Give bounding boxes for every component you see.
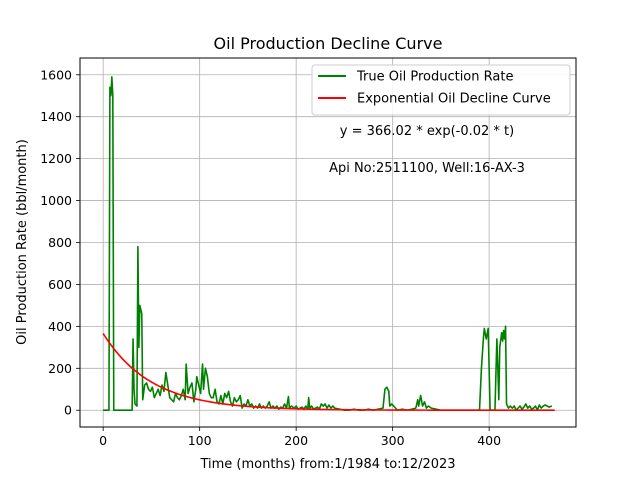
x-axis-label: Time (months) from:1/1984 to:12/2023 — [199, 457, 455, 472]
y-tick-label: 400 — [48, 319, 72, 334]
x-axis: 0 100 200 300 400 — [99, 427, 501, 448]
y-axis: 0 200 400 600 800 1000 1200 1400 1600 — [40, 67, 80, 418]
x-tick-label: 0 — [99, 433, 107, 448]
chart-title: Oil Production Decline Curve — [214, 34, 443, 53]
y-tick-label: 1600 — [40, 67, 72, 82]
series-layer — [102, 76, 555, 412]
legend: True Oil Production Rate Exponential Oil… — [311, 64, 571, 116]
x-tick-label: 200 — [284, 433, 308, 448]
series-true-oil-production-rate — [103, 76, 553, 412]
y-tick-label: 1000 — [40, 193, 72, 208]
series-exponential-oil-decline-curve — [102, 333, 555, 412]
y-tick-label: 200 — [48, 361, 72, 376]
y-tick-label: 800 — [48, 235, 72, 250]
legend-label-true-rate: True Oil Production Rate — [356, 70, 513, 85]
equation-annotation: y = 366.02 * exp(-0.02 * t) — [340, 124, 514, 139]
legend-label-decline-curve: Exponential Oil Decline Curve — [357, 92, 551, 107]
y-axis-label: Oil Production Rate (bbl/month) — [15, 139, 30, 345]
x-tick-label: 400 — [477, 433, 501, 448]
plot-area: 0 100 200 300 400 0 200 400 600 800 1000 1200 1400 1… — [40, 57, 577, 448]
y-tick-label: 600 — [48, 277, 72, 292]
y-tick-label: 1400 — [40, 109, 72, 124]
x-tick-label: 100 — [188, 433, 212, 448]
y-tick-label: 0 — [64, 403, 72, 418]
x-tick-label: 300 — [381, 433, 405, 448]
y-tick-label: 1200 — [40, 151, 72, 166]
well-annotation: Api No:2511100, Well:16-AX-3 — [329, 161, 525, 176]
legend-box — [311, 64, 571, 116]
